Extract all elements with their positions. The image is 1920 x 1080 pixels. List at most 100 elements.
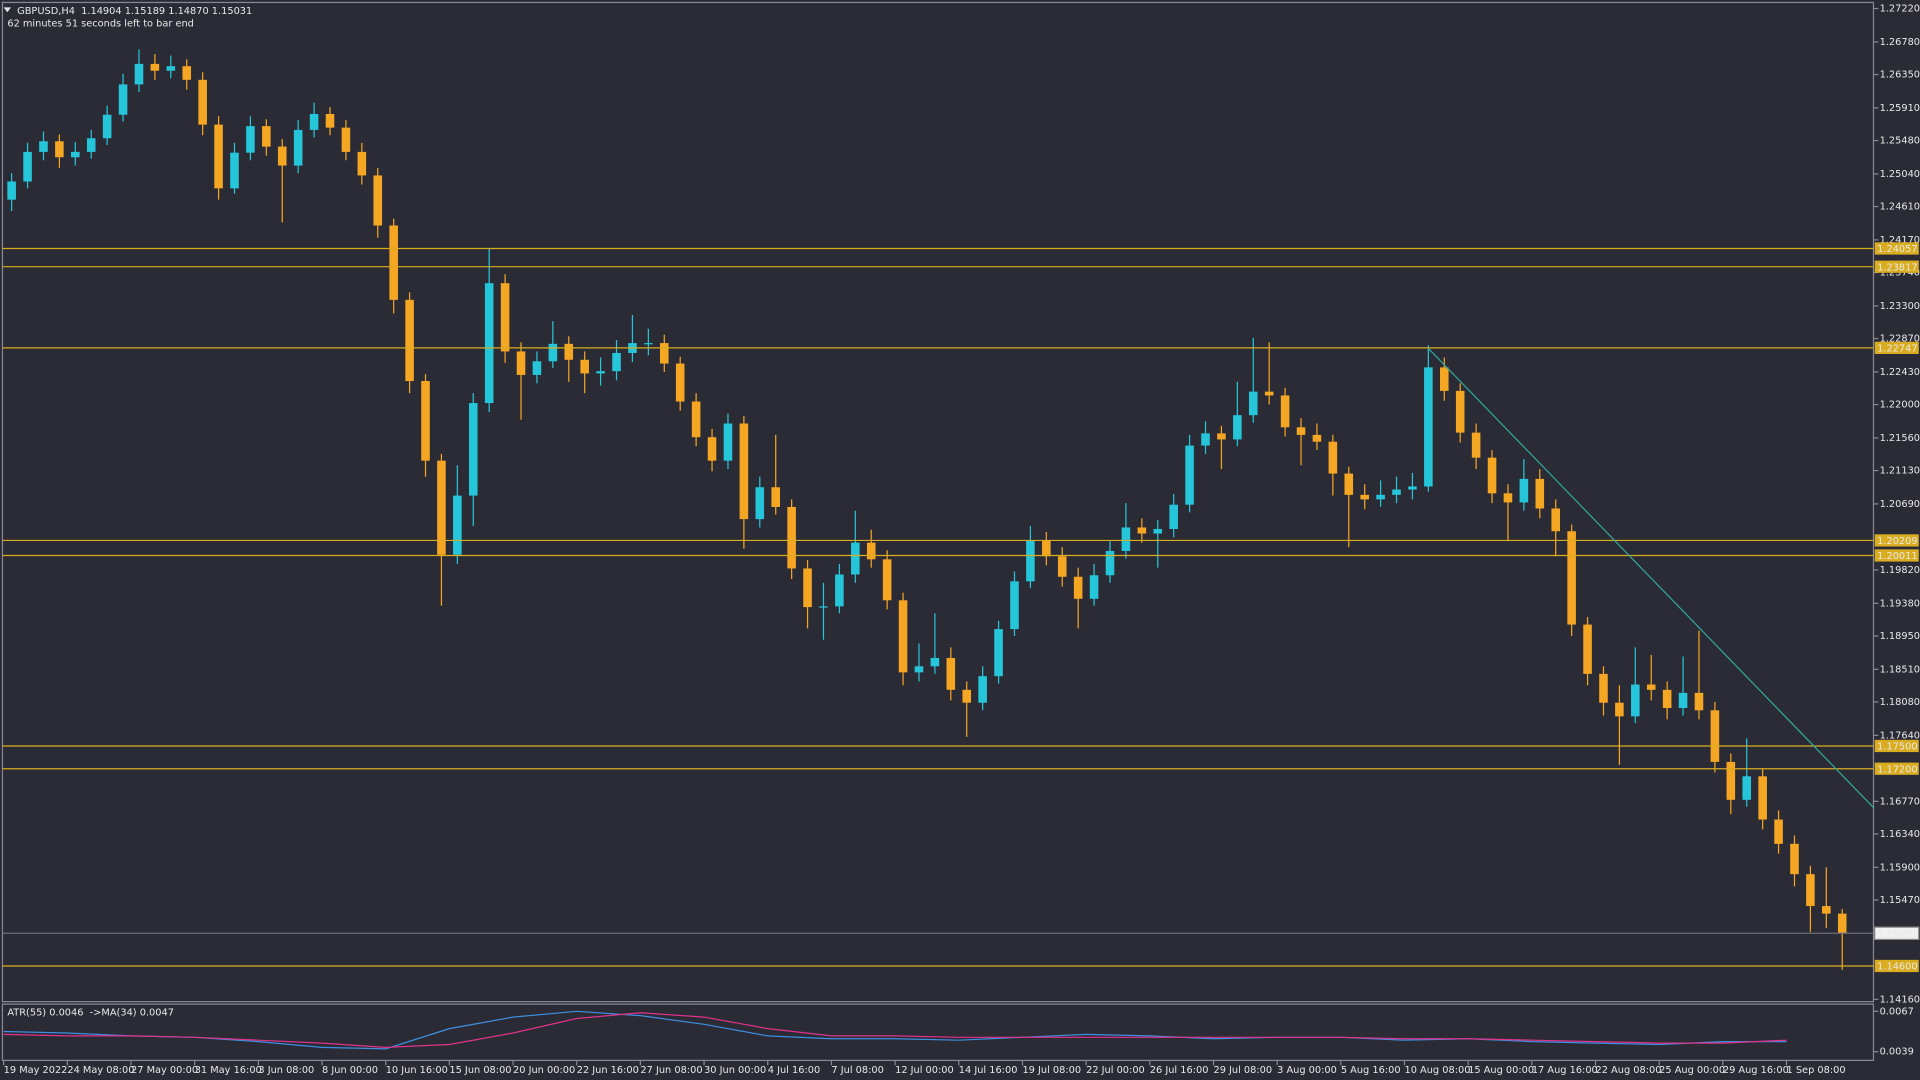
level-tag	[1874, 739, 1919, 753]
y-tick-label: 1.21560	[1880, 433, 1920, 444]
candle-body	[835, 574, 844, 607]
candle-body	[771, 487, 780, 507]
candle-body	[484, 283, 494, 404]
level-tag	[1874, 534, 1919, 547]
y-tick-label: 1.25040	[1880, 169, 1920, 180]
y-tick-label: 1.16770	[1880, 796, 1920, 807]
candle-body	[1837, 913, 1847, 934]
candle-body	[1487, 457, 1497, 494]
candle-body	[1678, 692, 1688, 709]
candle-body	[898, 600, 908, 673]
x-tick-label: 4 Jul 16:00	[768, 1065, 820, 1076]
candle-body	[55, 141, 64, 158]
y-tick-label: 1.27220	[1880, 4, 1920, 15]
y-tick-label: 1.14160	[1880, 994, 1920, 1005]
candle-body	[819, 606, 828, 608]
x-tick-label: 3 Jun 08:00	[258, 1065, 314, 1076]
x-tick-label: 26 Jul 16:00	[1150, 1065, 1209, 1076]
x-tick-label: 22 Jul 00:00	[1086, 1065, 1145, 1076]
candle-body	[468, 403, 478, 496]
chart-title: GBPUSD,H4 1.14904 1.15189 1.14870 1.1503…	[17, 6, 252, 17]
x-tick-label: 19 May 2022	[4, 1065, 68, 1076]
x-tick-label: 10 Aug 08:00	[1404, 1065, 1470, 1076]
candle-body	[325, 113, 335, 128]
last-price-label: 1.15031	[1877, 929, 1917, 940]
candle-body	[262, 126, 271, 147]
candle-body	[214, 124, 223, 189]
x-tick-label: 29 Jul 08:00	[1213, 1065, 1272, 1076]
candle-body	[1742, 776, 1752, 800]
y-tick-label: 1.18080	[1880, 697, 1920, 708]
candle-body	[1248, 391, 1258, 416]
candle-body	[23, 151, 32, 182]
candle-body	[453, 495, 462, 555]
x-tick-label: 25 Aug 00:00	[1659, 1065, 1725, 1076]
candle-body	[1615, 702, 1624, 717]
candle-body	[564, 343, 574, 360]
level-tag-label: 1.24057	[1877, 244, 1917, 255]
candle-body	[660, 343, 669, 364]
candle-body	[1535, 478, 1545, 509]
x-tick-label: 5 Aug 16:00	[1341, 1065, 1401, 1076]
candle-body	[1201, 433, 1210, 446]
candle-body	[1280, 395, 1290, 428]
candle-body	[994, 629, 1003, 677]
x-tick-label: 15 Jun 08:00	[449, 1065, 511, 1076]
candle-body	[134, 63, 144, 85]
level-tag-label: 1.23817	[1877, 262, 1917, 273]
candle-body	[309, 113, 319, 130]
candle-body	[1758, 776, 1767, 820]
x-tick-label: 17 Aug 16:00	[1532, 1065, 1598, 1076]
candle-body	[182, 66, 192, 80]
candle-body	[1042, 540, 1051, 557]
y-tick-label: 1.20690	[1880, 499, 1920, 510]
y-tick-label: 1.22000	[1880, 400, 1920, 411]
candle-body	[1057, 556, 1067, 577]
y-tick-label: 1.23300	[1880, 301, 1920, 312]
candle-body	[739, 423, 749, 520]
y-tick-label: 1.22430	[1880, 367, 1920, 378]
candle-body	[612, 352, 621, 372]
menu-arrow[interactable]	[3, 7, 12, 13]
candle-body	[1169, 504, 1178, 529]
indicator-y-tick-label: 0.0039	[1880, 1047, 1914, 1058]
candle-body	[978, 676, 987, 703]
candle-body	[421, 381, 430, 461]
candle-body	[1710, 710, 1720, 762]
chart-subtitle: 62 minutes 51 seconds left to bar end	[7, 18, 194, 29]
candle-body	[851, 542, 860, 575]
level-tag	[1874, 959, 1919, 973]
y-tick-label: 1.26350	[1880, 70, 1920, 81]
candle-body	[1010, 581, 1019, 630]
candle-body	[1455, 390, 1465, 433]
level-tag	[1874, 549, 1919, 562]
candle-body	[787, 506, 796, 569]
candle-body	[1503, 493, 1513, 503]
candle-body	[373, 175, 383, 226]
x-tick-label: 14 Jul 16:00	[959, 1065, 1018, 1076]
candle-body	[1551, 508, 1560, 532]
y-tick-label: 1.18510	[1880, 664, 1920, 675]
x-tick-label: 7 Jul 08:00	[831, 1065, 883, 1076]
y-tick-label: 1.22870	[1880, 334, 1920, 345]
candle-body	[1233, 415, 1242, 440]
level-tag	[1874, 242, 1919, 255]
y-tick-label: 1.24610	[1880, 202, 1920, 213]
y-tick-label: 1.17640	[1880, 730, 1920, 741]
x-tick-label: 15 Aug 00:00	[1468, 1065, 1534, 1076]
y-tick-label: 1.26780	[1880, 37, 1920, 48]
candle-body	[1296, 427, 1306, 435]
candle-body	[102, 114, 112, 139]
indicator-line	[3, 1012, 1787, 1049]
candle-body	[1392, 489, 1401, 495]
candle-body	[118, 84, 128, 115]
x-tick-label: 1 Sep 08:00	[1787, 1065, 1846, 1076]
indicator-panel	[1, 1003, 1875, 1062]
candle-body	[1790, 843, 1799, 875]
candle-body	[1105, 550, 1115, 576]
candle-body	[7, 181, 16, 200]
candle-body	[86, 138, 96, 152]
candle-body	[437, 460, 446, 555]
